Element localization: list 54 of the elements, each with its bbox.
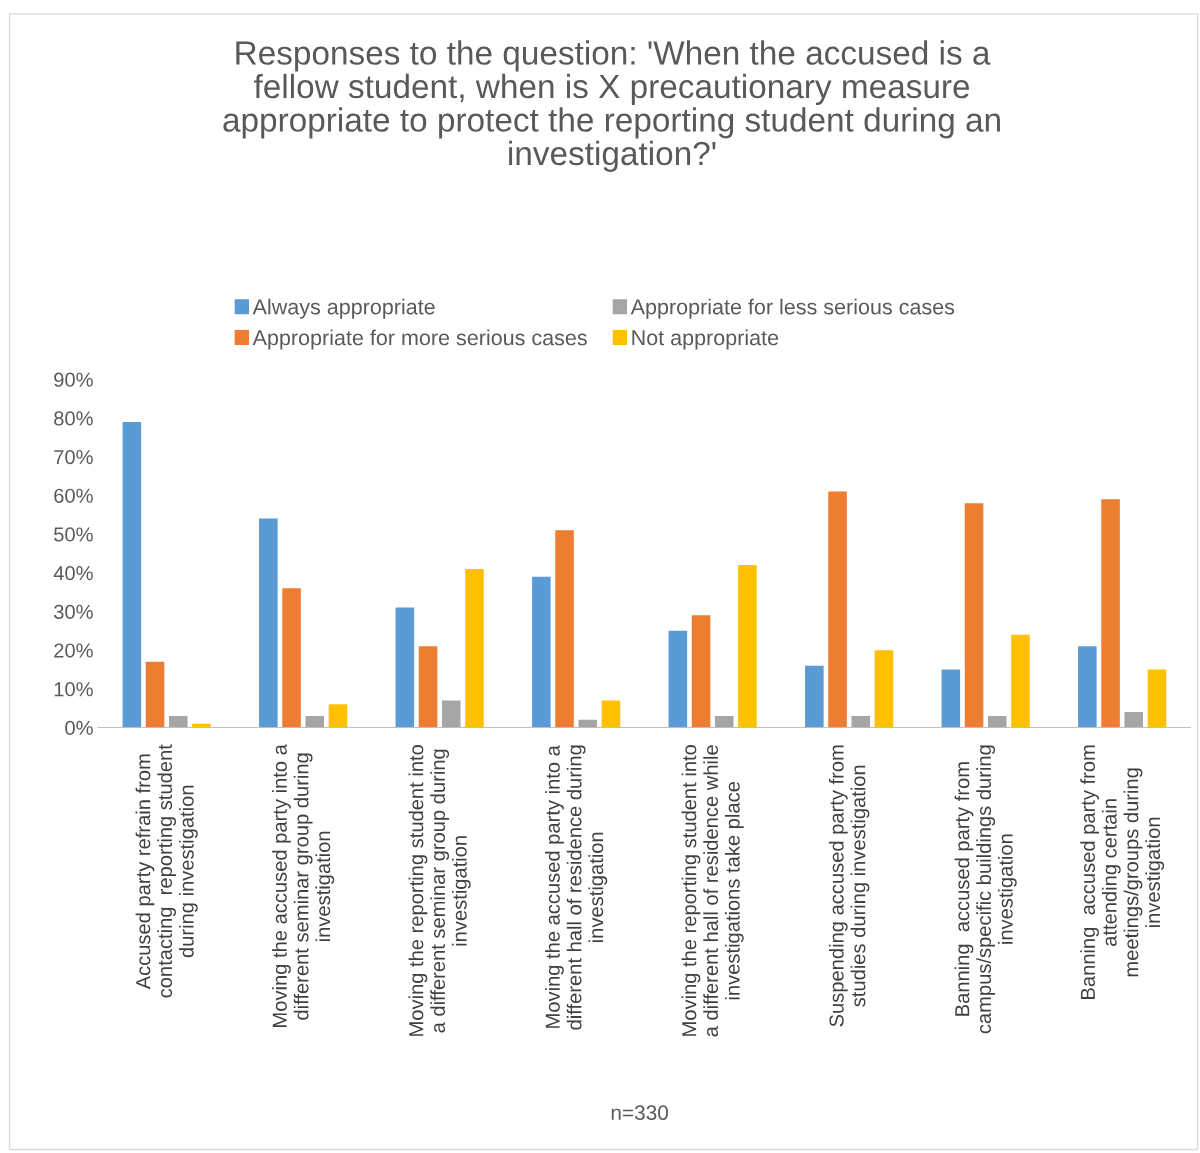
bar bbox=[555, 530, 574, 728]
bar bbox=[714, 715, 734, 728]
bar bbox=[1101, 499, 1120, 728]
bar bbox=[874, 650, 894, 728]
bar bbox=[328, 704, 348, 728]
bar bbox=[851, 715, 871, 728]
x-tick-label: Moving the reporting student into a different hall of residence while investigations take place bbox=[681, 745, 744, 1037]
bar bbox=[145, 661, 165, 728]
bar bbox=[1011, 634, 1030, 728]
bar bbox=[259, 518, 278, 728]
bar bbox=[987, 715, 1007, 728]
y-tick-label: 10% bbox=[54, 682, 93, 697]
bar bbox=[964, 503, 984, 728]
y-tick-label: 30% bbox=[54, 604, 93, 619]
x-axis-title: n=330 bbox=[611, 1105, 669, 1121]
y-tick-label: 0% bbox=[65, 720, 93, 736]
bar bbox=[532, 576, 551, 728]
chart-title: Responses to the question: 'When the accused is a fellow student, when is X precautionary measure appropriate to protect the reporting student during an investigation?' bbox=[223, 40, 1000, 172]
legend-label: Always appropriate bbox=[252, 298, 435, 319]
y-tick-label: 40% bbox=[53, 566, 93, 581]
bar bbox=[395, 607, 415, 728]
bar bbox=[941, 669, 961, 728]
x-tick-label: Accused party refrain from contacting reporting student during investigation bbox=[135, 744, 198, 998]
bar bbox=[418, 646, 438, 728]
x-tick-label: Banning accused party from campus/specific buildings during investigation bbox=[954, 745, 1017, 1034]
bar bbox=[1147, 669, 1167, 728]
x-tick-label: Moving the accused party into a different hall of residence during investigation bbox=[545, 745, 608, 1030]
bar bbox=[282, 588, 301, 728]
y-tick-label: 70% bbox=[54, 449, 93, 465]
bar bbox=[601, 700, 621, 728]
y-tick-label: 50% bbox=[54, 527, 93, 542]
y-tick-label: 80% bbox=[54, 411, 93, 426]
y-tick-label: 90% bbox=[54, 372, 93, 387]
bar bbox=[691, 615, 711, 728]
bar bbox=[578, 719, 598, 728]
bar bbox=[828, 491, 847, 728]
bar bbox=[441, 700, 461, 728]
bar bbox=[122, 421, 142, 728]
y-tick-label: 20% bbox=[54, 643, 93, 658]
bar bbox=[168, 715, 188, 728]
bar bbox=[1124, 712, 1144, 728]
bar bbox=[805, 665, 824, 728]
x-tick-label: Moving the accused party into a different seminar group during investigation bbox=[272, 744, 335, 1027]
bar bbox=[305, 715, 325, 728]
bar bbox=[465, 568, 484, 728]
y-tick-label: 60% bbox=[54, 488, 93, 503]
bar bbox=[738, 565, 757, 728]
x-tick-label: Banning accused party from attending certain meetings/groups during investigation bbox=[1080, 745, 1165, 999]
legend-label: Appropriate for less serious cases bbox=[630, 298, 955, 319]
legend-label: Appropriate for more serious cases bbox=[252, 329, 587, 350]
bar bbox=[1078, 646, 1097, 728]
x-tick-label: Moving the reporting student into a different seminar group during investigation bbox=[408, 745, 471, 1036]
legend-label: Not appropriate bbox=[632, 329, 779, 350]
bar bbox=[668, 630, 688, 728]
